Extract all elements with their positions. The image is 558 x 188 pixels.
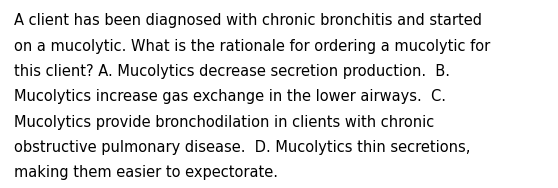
Text: Mucolytics provide bronchodilation in clients with chronic: Mucolytics provide bronchodilation in cl…: [14, 115, 434, 130]
Text: this client? A. Mucolytics decrease secretion production.  B.: this client? A. Mucolytics decrease secr…: [14, 64, 450, 79]
Text: on a mucolytic. What is the rationale for ordering a mucolytic for: on a mucolytic. What is the rationale fo…: [14, 39, 490, 54]
Text: obstructive pulmonary disease.  D. Mucolytics thin secretions,: obstructive pulmonary disease. D. Mucoly…: [14, 140, 470, 155]
Text: Mucolytics increase gas exchange in the lower airways.  C.: Mucolytics increase gas exchange in the …: [14, 89, 446, 104]
Text: making them easier to expectorate.: making them easier to expectorate.: [14, 165, 278, 180]
Text: A client has been diagnosed with chronic bronchitis and started: A client has been diagnosed with chronic…: [14, 13, 482, 28]
